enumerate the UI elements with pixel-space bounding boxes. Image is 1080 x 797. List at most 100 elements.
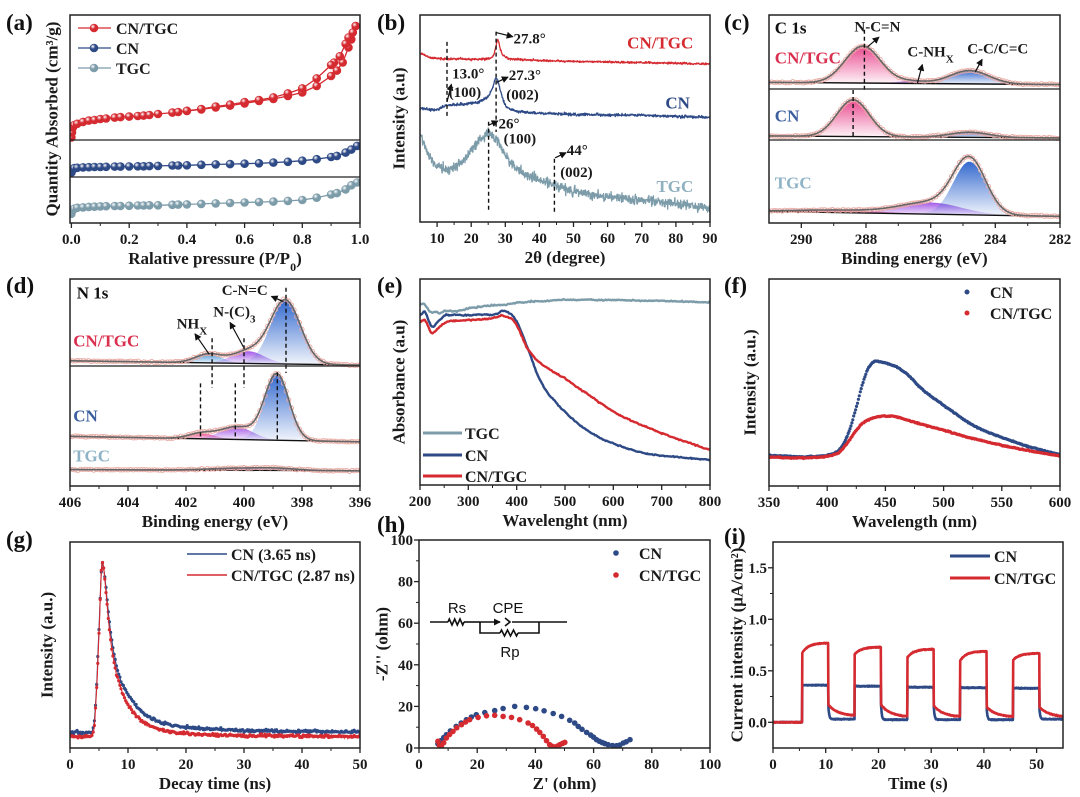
cn-data-point (851, 418, 855, 422)
circuit-wire (518, 622, 540, 634)
resistor-rp (499, 628, 519, 638)
raw-data-point (275, 302, 281, 308)
cn-data-point (863, 375, 867, 379)
x-tick-label: 80 (668, 231, 683, 247)
tgc-data-point (116, 201, 125, 211)
cn-tgc-2-87-ns-data-point (93, 706, 98, 710)
raw-data-point (251, 418, 258, 424)
raw-data-point (943, 182, 949, 188)
x-tick-label: 350 (758, 495, 781, 511)
raw-data-point (885, 66, 891, 72)
x-axis-title: Wavelenght (nm) (502, 511, 627, 530)
cn-data-point (550, 710, 556, 717)
cn-tgc-data-point (269, 93, 278, 102)
panel-f: (f) CN CN/TGC 350 400 450 500 550 600 Wavelength … (724, 273, 1071, 531)
sample-label: CN (73, 407, 98, 426)
cn-data-point (850, 421, 854, 425)
legend-label: TGC (116, 61, 151, 78)
y-axis-title: Quantity Absorbed (cm³/g) (43, 22, 62, 217)
x-axis-title: Binding energy (eV) (841, 249, 987, 268)
c-c-c-c-fit-component (912, 161, 1028, 216)
cn-data-point (855, 401, 860, 405)
tgc-data-point (211, 199, 220, 208)
cn-3-65-ns-data-point (121, 683, 125, 688)
legend-label: CN/TGC (994, 571, 1056, 588)
cn-data-point (532, 705, 539, 712)
panel-label: (i) (724, 524, 746, 549)
cn-data-point (854, 408, 858, 412)
panel-label: (b) (377, 10, 405, 35)
cn-data-point (857, 394, 861, 398)
raw-data-point (822, 126, 828, 132)
cn-tgc-data-point (116, 112, 125, 122)
y-axis-title: -Z'' (ohm) (373, 607, 392, 681)
tgc-data-point (197, 199, 206, 209)
cn-tgc-data-point (500, 713, 506, 720)
annotation-text: NH (177, 316, 200, 332)
legend: TGC CN CN/TGC (423, 426, 527, 486)
cn-data-point (240, 159, 249, 168)
panel-label: (g) (6, 527, 33, 552)
cn-tgc-data-point (341, 39, 350, 49)
peak-annotation: NHX (177, 316, 208, 337)
series-label: TGC (656, 177, 693, 196)
cn-tgc-2-87-ns-data-point (109, 638, 113, 642)
x-tick-label: 10 (818, 757, 833, 773)
raw-data-point (312, 352, 318, 358)
x-tick-label: 90 (703, 231, 718, 247)
cn-tgc-2-87-ns-data-point (126, 703, 130, 707)
raw-data-point (845, 98, 851, 104)
cn-tgc-2-87-ns-data-point (118, 683, 122, 687)
tgc-data-point (225, 198, 235, 208)
cn-tgc-2-87-ns-data-point (128, 705, 132, 709)
x-tick-label: 20 (464, 231, 479, 247)
cn-data-point (845, 434, 849, 438)
legend-label: CN (990, 285, 1014, 302)
x-tick-label: 0.2 (120, 232, 139, 248)
cn-tgc-spectrum (769, 43, 1060, 88)
cn-tgc-data-point (283, 89, 293, 98)
raw-data-point (986, 183, 992, 190)
x-tick-label: 1.0 (351, 232, 370, 248)
cn-3-65-ns-data-point (241, 728, 245, 732)
cn-tgc-data-point (182, 106, 192, 116)
annotation-arrow (974, 58, 983, 72)
cn-data-point (500, 705, 506, 712)
cn-tgc-data-point (508, 714, 515, 721)
annotation-arrow (194, 333, 210, 355)
cn-xrd-pattern (420, 77, 710, 120)
peak-annotation: 13.0° (452, 66, 484, 82)
cpe-label: CPE (493, 600, 524, 617)
plot-area (70, 560, 360, 741)
cn-tgc-2-87-ns-data-point (104, 591, 108, 595)
cn-data-point (864, 372, 868, 376)
raw-data-point (267, 317, 273, 324)
plot-area (420, 298, 710, 462)
n-c-n-fit-component (799, 46, 926, 84)
tgc-data-point (101, 201, 111, 211)
x-tick-label: 500 (932, 495, 955, 511)
raw-data-point (861, 104, 867, 111)
raw-data-point (988, 189, 994, 195)
panel-label: (d) (6, 273, 34, 298)
x-tick-label: 200 (409, 494, 432, 510)
raw-data-point (954, 165, 960, 171)
cn-data-point (858, 390, 862, 394)
cn-data-point (197, 160, 206, 170)
tgc-data-point (312, 193, 322, 202)
legend-label: CN (3.65 ns) (231, 547, 316, 564)
raw-data-point (993, 197, 1000, 204)
raw-data-point (877, 56, 883, 63)
raw-data-point (832, 113, 838, 119)
cn-tgc-2-87-ns-data-point (113, 666, 117, 670)
annotation-text: C-NH (907, 45, 946, 61)
cn-3-65-ns-data-point (219, 726, 223, 730)
annotation-arrow (446, 83, 454, 103)
cn-tgc-2-87-ns-data-point (100, 560, 105, 565)
y-tick-label: 80 (398, 575, 413, 591)
cn-tgc-2-87-ns-data-point (95, 685, 99, 690)
cn-tgc-pl-spectrum (769, 414, 1060, 461)
raw-data-point (874, 122, 881, 128)
fit-envelope (70, 466, 360, 472)
cn-tgc-data-point (101, 114, 111, 123)
